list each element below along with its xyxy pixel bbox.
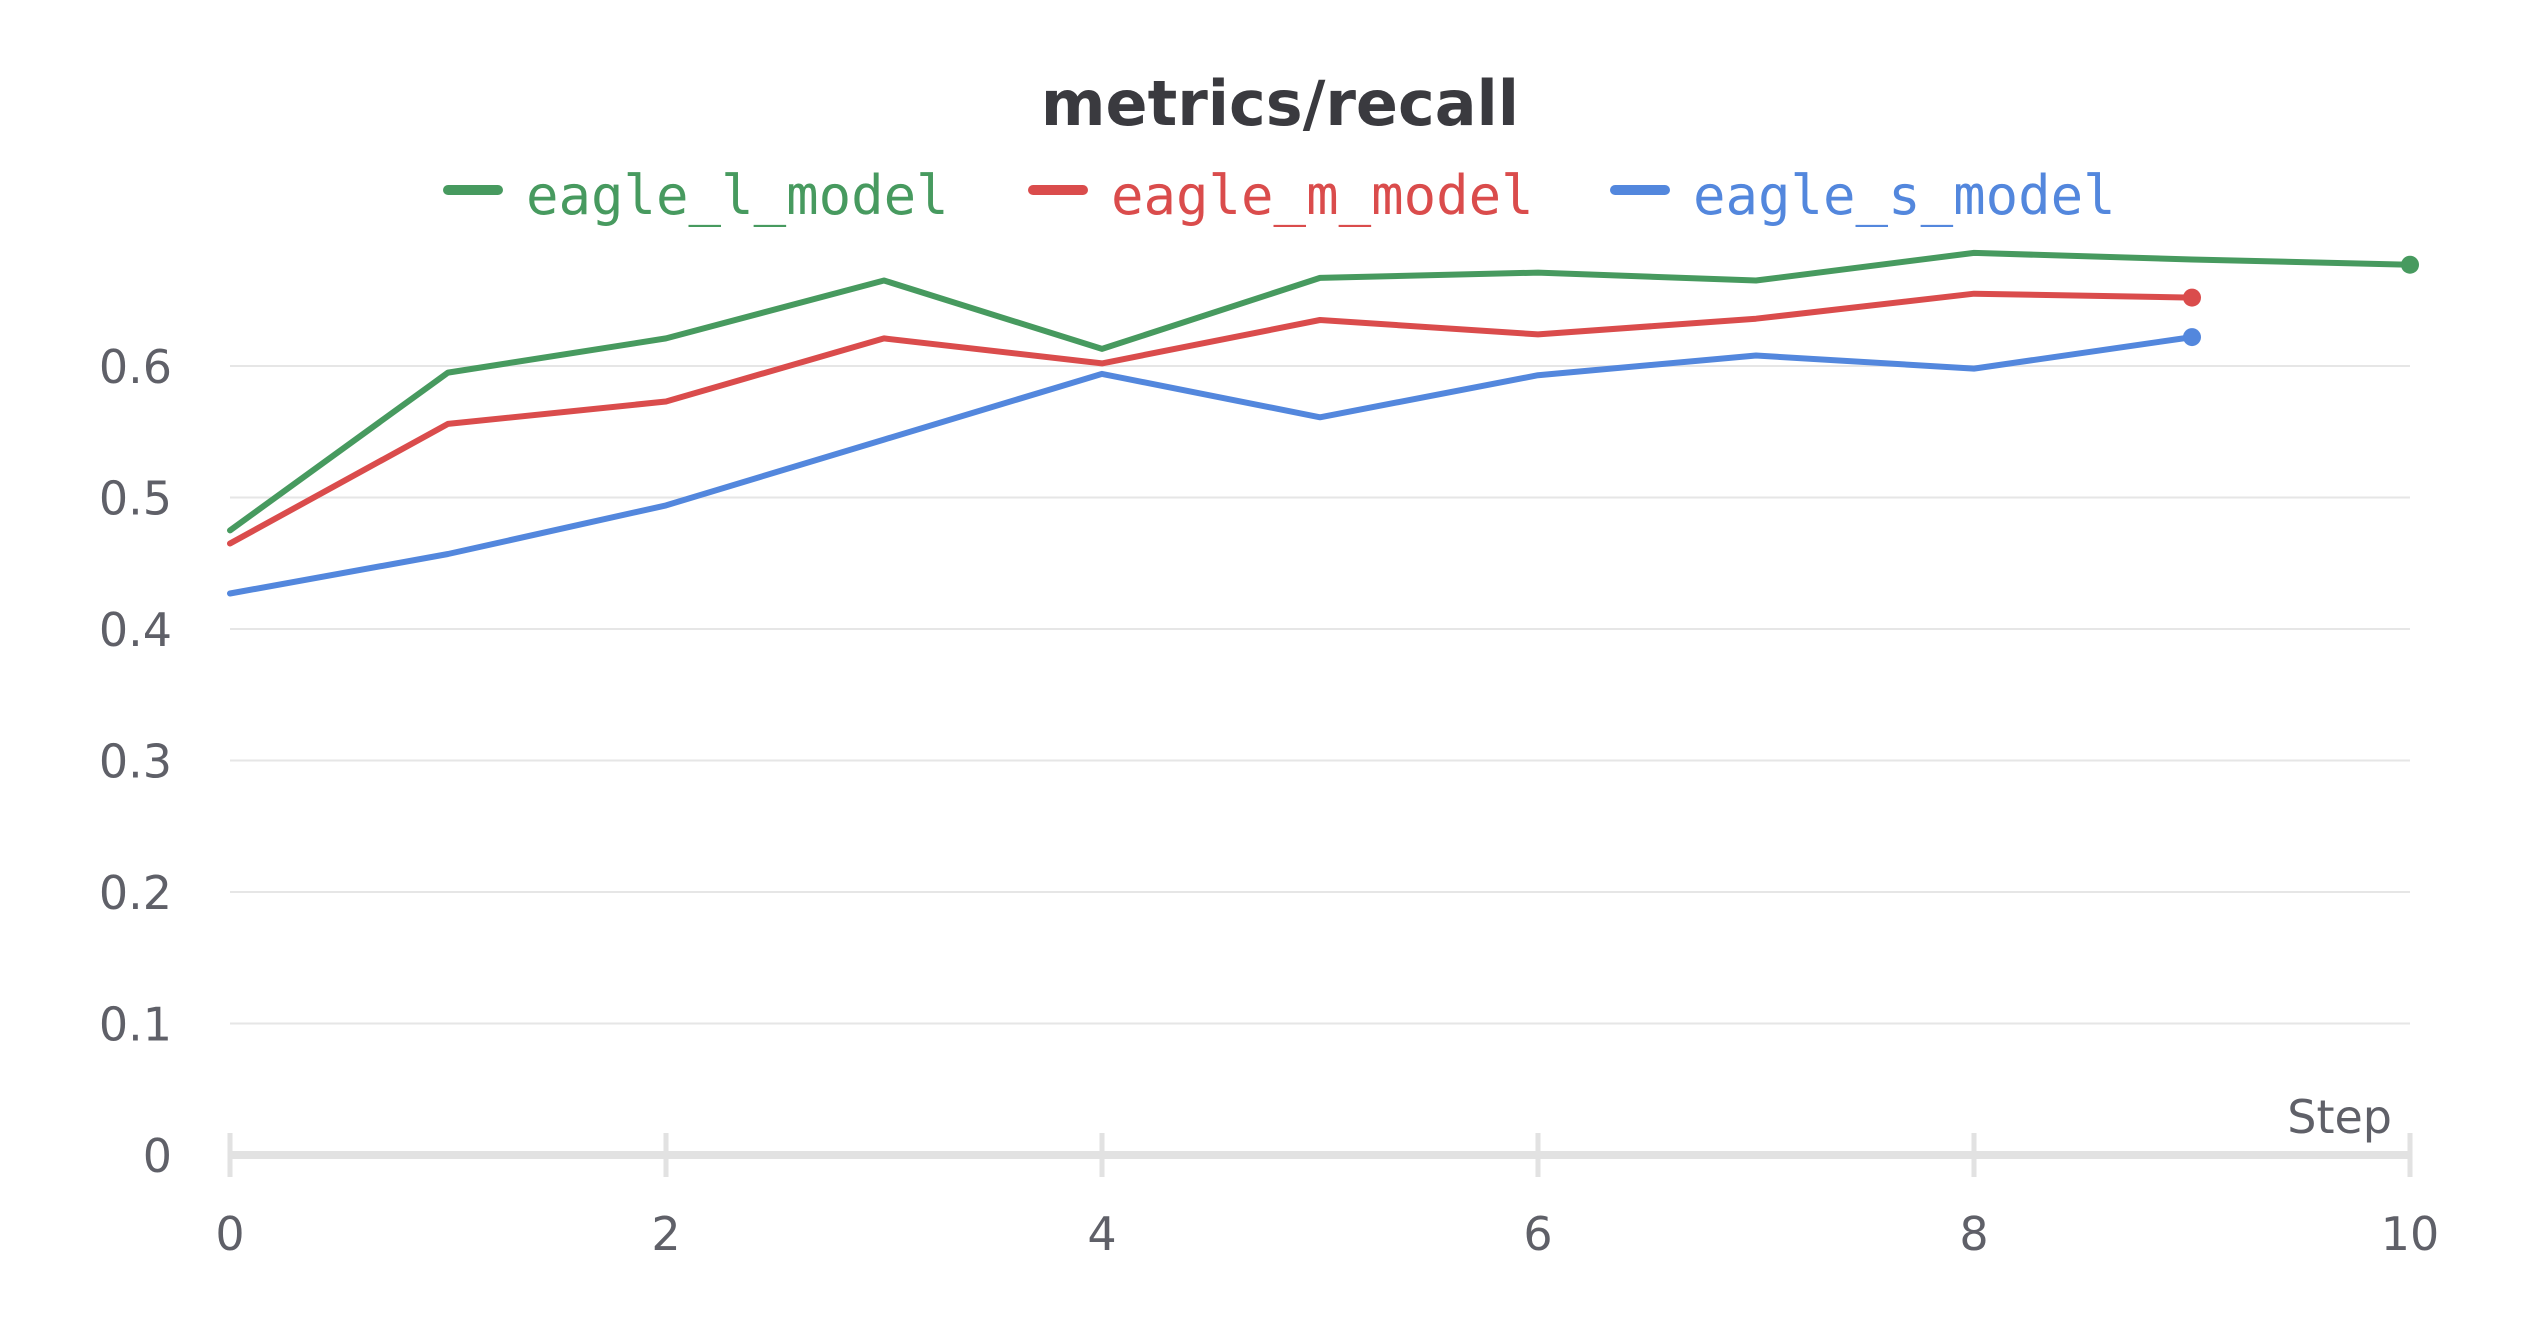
- series-line-eagle_m_model[interactable]: [227, 290, 2195, 547]
- y-tick-label: 0: [143, 1129, 172, 1183]
- x-tick-label: 2: [651, 1207, 680, 1261]
- y-tick-label: 0.6: [99, 340, 172, 394]
- x-tick-label: 8: [1959, 1207, 1988, 1261]
- x-tick-label: 0: [215, 1207, 244, 1261]
- series-end-point-eagle_s_model[interactable]: [2183, 328, 2201, 347]
- x-axis-label: Step: [2287, 1090, 2392, 1144]
- y-tick-label: 0.4: [99, 603, 172, 657]
- legend-label-eagle_s_model[interactable]: eagle_s_model: [1693, 164, 2116, 227]
- y-tick-label: 0.2: [99, 866, 172, 920]
- legend-label-eagle_l_model[interactable]: eagle_l_model: [526, 164, 949, 227]
- x-tick-label: 4: [1087, 1207, 1116, 1261]
- chart-title: metrics/recall: [1041, 67, 1519, 140]
- series-end-point-eagle_m_model[interactable]: [2183, 288, 2201, 307]
- x-tick-label: 6: [1523, 1207, 1552, 1261]
- y-tick-label: 0.5: [99, 472, 172, 526]
- series-end-point-eagle_l_model[interactable]: [2401, 255, 2419, 274]
- series-line-eagle_s_model[interactable]: [227, 334, 2195, 597]
- y-tick-label: 0.3: [99, 735, 172, 789]
- x-tick-label: 10: [2381, 1207, 2440, 1261]
- y-tick-label: 0.1: [99, 998, 172, 1052]
- series-line-eagle_l_model[interactable]: [227, 249, 2413, 534]
- legend-label-eagle_m_model[interactable]: eagle_m_model: [1111, 164, 1534, 227]
